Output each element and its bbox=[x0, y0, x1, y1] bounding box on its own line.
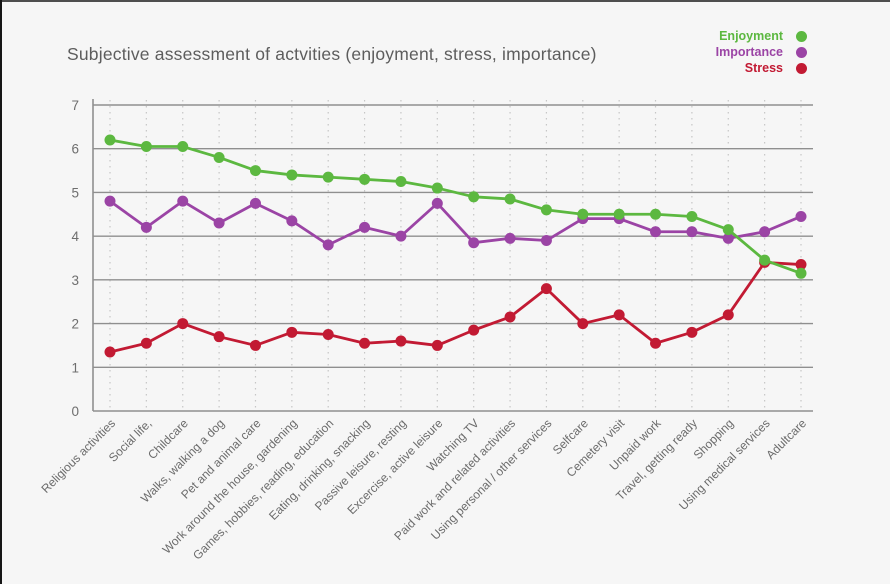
data-point bbox=[104, 134, 116, 146]
y-tick-label: 1 bbox=[71, 360, 79, 375]
data-point bbox=[613, 208, 625, 220]
y-tick-label: 0 bbox=[71, 404, 79, 419]
data-point bbox=[249, 339, 261, 351]
series-line bbox=[109, 260, 802, 354]
data-point bbox=[286, 326, 298, 338]
data-point bbox=[213, 217, 225, 229]
data-point bbox=[286, 215, 298, 227]
legend-label-importance: Importance bbox=[715, 45, 783, 59]
data-point bbox=[140, 141, 152, 153]
data-point bbox=[650, 226, 662, 238]
data-point bbox=[140, 221, 152, 233]
data-point bbox=[468, 191, 480, 203]
data-point bbox=[722, 232, 734, 244]
data-point bbox=[613, 309, 625, 321]
data-point bbox=[504, 193, 516, 205]
y-tick-label: 3 bbox=[71, 273, 79, 288]
data-point bbox=[104, 346, 116, 358]
data-point bbox=[395, 230, 407, 242]
data-point bbox=[359, 221, 371, 233]
data-point bbox=[686, 226, 698, 238]
legend-label-stress: Stress bbox=[744, 61, 783, 75]
x-tick-label: Work around the house, gardening bbox=[160, 416, 300, 556]
data-point bbox=[795, 259, 807, 271]
data-point bbox=[322, 239, 334, 251]
data-point bbox=[540, 204, 552, 216]
data-point bbox=[286, 169, 298, 181]
data-point bbox=[722, 309, 734, 321]
y-tick-label: 4 bbox=[71, 229, 79, 244]
data-point bbox=[395, 335, 407, 347]
y-tick-label: 7 bbox=[71, 98, 79, 113]
series-line bbox=[109, 199, 802, 247]
y-axis-labels: 0 1 2 3 4 5 6 7 bbox=[71, 98, 79, 419]
series-enjoyment bbox=[104, 134, 807, 279]
data-point bbox=[177, 141, 189, 153]
grid-horizontal bbox=[93, 104, 813, 412]
legend-dot-enjoyment-icon bbox=[796, 30, 807, 42]
series-line bbox=[109, 138, 802, 275]
data-point bbox=[686, 210, 698, 222]
legend-item-enjoyment[interactable]: Enjoyment bbox=[719, 30, 807, 42]
legend-dot-stress-icon bbox=[796, 62, 807, 74]
series-stress bbox=[104, 256, 807, 358]
data-point bbox=[104, 195, 116, 207]
data-point bbox=[759, 254, 771, 266]
data-point bbox=[504, 232, 516, 244]
data-point bbox=[431, 339, 443, 351]
data-point bbox=[322, 329, 334, 340]
data-point bbox=[650, 337, 662, 349]
y-tick-label: 5 bbox=[71, 185, 79, 200]
data-point bbox=[795, 267, 807, 279]
data-point bbox=[140, 337, 152, 349]
data-point bbox=[650, 208, 662, 220]
data-point bbox=[213, 151, 225, 163]
data-point bbox=[540, 283, 552, 295]
data-point bbox=[213, 331, 225, 343]
data-point bbox=[395, 176, 407, 187]
data-point bbox=[759, 226, 771, 238]
data-point bbox=[686, 326, 698, 338]
data-point bbox=[795, 210, 807, 222]
data-point bbox=[431, 182, 443, 194]
data-point bbox=[249, 165, 261, 177]
legend-item-importance[interactable]: Importance bbox=[716, 46, 807, 58]
window-top-edge bbox=[0, 0, 890, 2]
data-point bbox=[431, 197, 443, 209]
data-point bbox=[177, 318, 189, 330]
legend-label-enjoyment: Enjoyment bbox=[719, 29, 783, 43]
legend-dot-importance-icon bbox=[796, 46, 807, 58]
grid-vertical bbox=[109, 100, 802, 411]
chart-title: Subjective assessment of actvities (enjo… bbox=[67, 44, 597, 64]
data-point bbox=[359, 337, 371, 349]
x-tick-label: Adultcare bbox=[763, 416, 809, 462]
y-tick-label: 2 bbox=[71, 317, 79, 332]
data-point bbox=[468, 237, 480, 249]
y-tick-label: 6 bbox=[71, 142, 79, 157]
data-point bbox=[322, 171, 334, 183]
data-point bbox=[249, 197, 261, 209]
window-left-edge bbox=[0, 0, 2, 584]
data-point bbox=[722, 224, 734, 236]
legend-item-stress[interactable]: Stress bbox=[745, 62, 807, 74]
chart-legend: Enjoyment Importance Stress bbox=[716, 30, 807, 74]
data-point bbox=[468, 324, 480, 336]
data-point bbox=[177, 195, 189, 207]
data-point bbox=[577, 318, 589, 330]
data-point bbox=[540, 235, 552, 247]
data-point bbox=[577, 208, 589, 220]
series-importance bbox=[104, 195, 807, 251]
data-point bbox=[359, 173, 371, 185]
data-point bbox=[504, 311, 516, 323]
